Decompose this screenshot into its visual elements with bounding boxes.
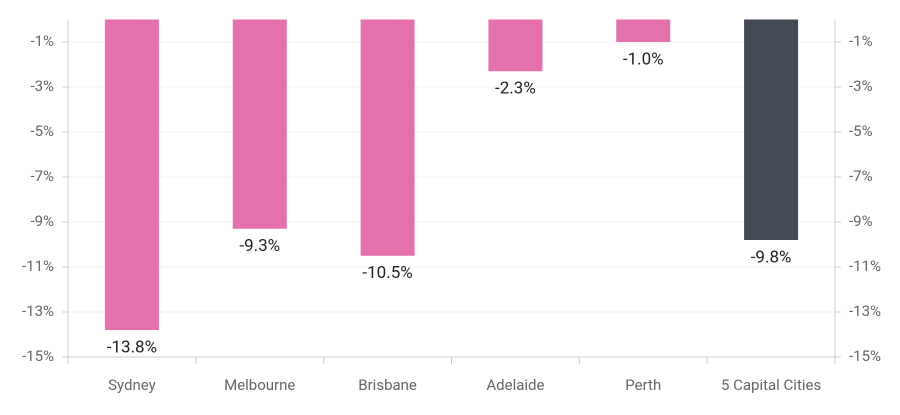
y2-tick-label: -11% [849,257,881,275]
bar [232,19,287,229]
x-tick-label: 5 Capital Cities [721,376,821,394]
value-label: -2.3% [495,79,536,99]
value-label: -10.5% [362,263,412,283]
y-tick-label: -13% [22,302,54,320]
y-tick-label: -7% [30,167,54,185]
x-tick-label: Perth [625,376,661,394]
y2-tick-label: -13% [849,302,881,320]
y-tick-label: -9% [30,212,54,230]
bar [104,19,159,330]
bar [616,19,671,42]
x-tick-label: Brisbane [358,376,417,394]
x-tick-label: Adelaide [486,376,544,394]
y-tick-label: -5% [30,122,54,140]
y-tick-label: -11% [22,257,54,275]
value-label: -9.8% [751,247,792,267]
value-label: -9.3% [239,236,280,256]
bar [488,19,543,72]
y-tick-label: -1% [30,32,54,50]
value-label: -13.8% [107,337,157,357]
bar [360,19,415,256]
y2-tick-label: -7% [849,167,873,185]
x-tick-label: Melbourne [224,376,295,394]
y2-tick-label: -1% [849,32,873,50]
x-tick-label: Sydney [108,376,156,394]
y-tick-label: -3% [30,77,54,95]
bar [744,19,799,240]
y2-tick-label: -5% [849,122,873,140]
y-tick-label: -15% [22,347,54,365]
y2-tick-label: -15% [849,347,881,365]
y2-tick-label: -9% [849,212,873,230]
value-label: -1.0% [623,49,664,69]
y2-tick-label: -3% [849,77,873,95]
